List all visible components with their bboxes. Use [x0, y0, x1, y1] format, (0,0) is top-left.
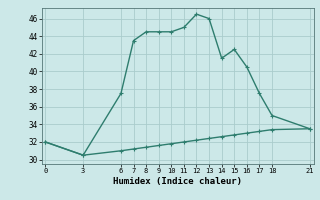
X-axis label: Humidex (Indice chaleur): Humidex (Indice chaleur)	[113, 177, 242, 186]
